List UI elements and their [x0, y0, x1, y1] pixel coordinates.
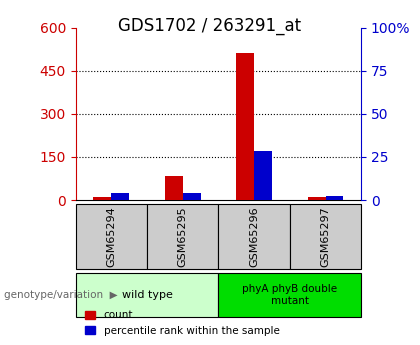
Legend: count, percentile rank within the sample: count, percentile rank within the sample: [81, 306, 284, 340]
Bar: [308, 197, 326, 200]
Text: GSM65294: GSM65294: [106, 206, 116, 267]
Text: GDS1702 / 263291_at: GDS1702 / 263291_at: [118, 17, 302, 35]
Bar: [183, 193, 201, 200]
Bar: [254, 151, 272, 200]
Bar: [165, 176, 183, 200]
Bar: [93, 197, 111, 200]
Text: GSM65296: GSM65296: [249, 206, 259, 267]
Text: GSM65297: GSM65297: [320, 206, 331, 267]
Bar: [111, 193, 129, 200]
Text: GSM65295: GSM65295: [178, 206, 188, 267]
Text: genotype/variation  ▶: genotype/variation ▶: [4, 290, 118, 300]
Bar: [236, 53, 254, 200]
Text: phyA phyB double
mutant: phyA phyB double mutant: [242, 284, 337, 306]
Text: wild type: wild type: [121, 290, 173, 300]
Bar: [326, 196, 344, 200]
